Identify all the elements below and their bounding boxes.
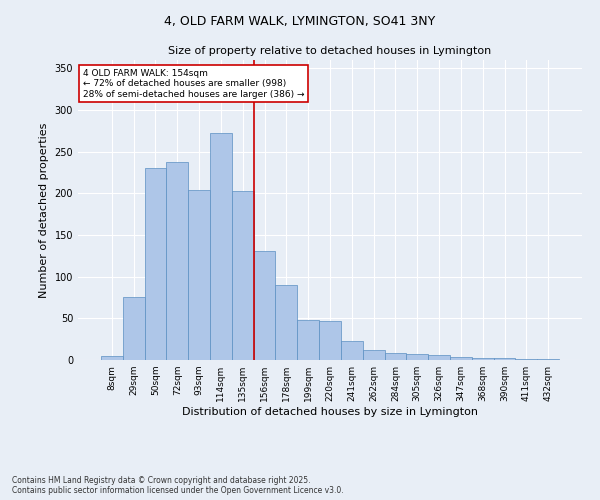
Bar bbox=[450, 356, 472, 360]
X-axis label: Distribution of detached houses by size in Lymington: Distribution of detached houses by size … bbox=[182, 407, 478, 417]
Bar bbox=[494, 358, 515, 360]
Title: Size of property relative to detached houses in Lymington: Size of property relative to detached ho… bbox=[169, 46, 491, 56]
Bar bbox=[428, 355, 450, 360]
Bar bbox=[406, 354, 428, 360]
Bar bbox=[341, 341, 363, 360]
Bar bbox=[537, 359, 559, 360]
Bar bbox=[101, 356, 123, 360]
Bar bbox=[232, 191, 254, 360]
Bar bbox=[275, 285, 297, 360]
Bar bbox=[472, 358, 494, 360]
Bar bbox=[123, 296, 145, 360]
Bar bbox=[210, 134, 232, 360]
Bar bbox=[254, 251, 275, 360]
Text: 4 OLD FARM WALK: 154sqm
← 72% of detached houses are smaller (998)
28% of semi-d: 4 OLD FARM WALK: 154sqm ← 72% of detache… bbox=[83, 69, 305, 99]
Text: Contains HM Land Registry data © Crown copyright and database right 2025.
Contai: Contains HM Land Registry data © Crown c… bbox=[12, 476, 344, 495]
Bar bbox=[166, 162, 188, 360]
Bar bbox=[515, 359, 537, 360]
Bar bbox=[188, 190, 210, 360]
Bar bbox=[145, 168, 166, 360]
Y-axis label: Number of detached properties: Number of detached properties bbox=[39, 122, 49, 298]
Text: 4, OLD FARM WALK, LYMINGTON, SO41 3NY: 4, OLD FARM WALK, LYMINGTON, SO41 3NY bbox=[164, 15, 436, 28]
Bar bbox=[363, 350, 385, 360]
Bar bbox=[319, 321, 341, 360]
Bar bbox=[297, 320, 319, 360]
Bar bbox=[385, 352, 406, 360]
